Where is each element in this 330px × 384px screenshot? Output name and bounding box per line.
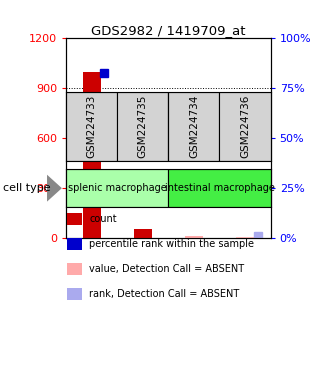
Bar (236, 237, 254, 238)
Bar (117, 92, 168, 161)
Text: GSM224736: GSM224736 (240, 95, 250, 159)
Bar (185, 236, 203, 238)
Bar (168, 92, 219, 161)
Text: GSM224735: GSM224735 (138, 95, 148, 159)
Bar (219, 92, 271, 161)
Text: rank, Detection Call = ABSENT: rank, Detection Call = ABSENT (89, 289, 239, 299)
Bar (66, 92, 117, 161)
Text: splenic macrophage: splenic macrophage (68, 183, 167, 193)
Bar (66, 169, 168, 207)
Bar (82, 72, 101, 238)
Text: count: count (89, 214, 117, 224)
Polygon shape (47, 175, 62, 202)
Text: percentile rank within the sample: percentile rank within the sample (89, 239, 254, 249)
Text: GSM224734: GSM224734 (189, 95, 199, 159)
Text: cell type: cell type (3, 183, 51, 193)
Bar (134, 229, 152, 238)
Bar (168, 169, 271, 207)
Text: GSM224733: GSM224733 (86, 95, 97, 159)
Text: value, Detection Call = ABSENT: value, Detection Call = ABSENT (89, 264, 244, 274)
Text: intestinal macrophage: intestinal macrophage (165, 183, 274, 193)
Title: GDS2982 / 1419709_at: GDS2982 / 1419709_at (91, 24, 246, 37)
